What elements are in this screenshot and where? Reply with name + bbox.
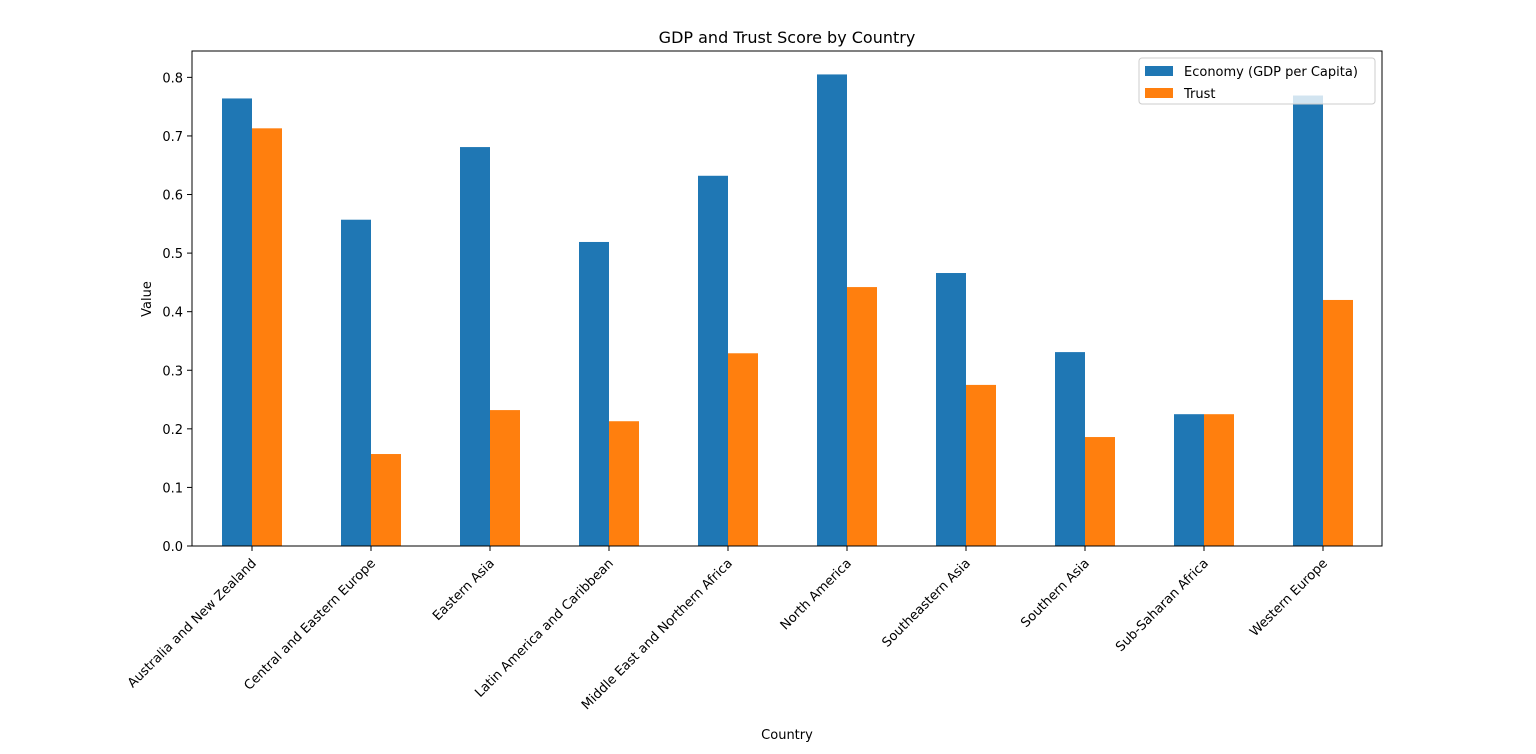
bar-economy-0	[222, 98, 252, 546]
y-tick-label: 0.1	[162, 481, 183, 496]
bar-economy-3	[579, 241, 609, 547]
y-axis: 0.0 0.1 0.2 0.3 0.4 0.5 0.6 0.7 0.8	[162, 71, 192, 555]
bar-economy-4	[698, 175, 728, 546]
legend-box	[1138, 57, 1376, 105]
y-tick-label: 0.3	[162, 364, 183, 379]
bar-economy-7	[1055, 352, 1085, 546]
y-tick-label: 0.2	[162, 423, 183, 438]
bar-trust-7	[1085, 437, 1115, 546]
y-tick-label: 0.5	[162, 247, 183, 262]
bar-economy-6	[936, 273, 966, 546]
legend-label: Economy (GDP per Capita)	[1184, 65, 1358, 80]
x-axis-title: Country	[761, 728, 813, 743]
bar-trust-5	[847, 287, 877, 546]
y-tick-label: 0.6	[162, 189, 183, 204]
legend-swatch	[1145, 88, 1173, 98]
bar-trust-2	[490, 410, 520, 546]
y-axis-title: Value	[140, 281, 155, 317]
bars-group	[222, 74, 1353, 547]
legend-label: Trust	[1183, 87, 1215, 102]
legend-swatch	[1145, 66, 1173, 76]
y-tick-label: 0.0	[162, 540, 183, 555]
bar-economy-2	[460, 147, 490, 547]
y-tick-label: 0.4	[162, 306, 183, 321]
bar-trust-0	[252, 128, 282, 546]
bar-economy-9	[1293, 95, 1323, 546]
bar-trust-8	[1204, 414, 1234, 546]
y-tick-label: 0.8	[162, 71, 183, 86]
chart-title: GDP and Trust Score by Country	[659, 28, 916, 47]
bar-economy-1	[341, 219, 371, 546]
bar-trust-4	[728, 353, 758, 546]
bar-economy-5	[817, 74, 847, 547]
bar-economy-8	[1174, 414, 1204, 546]
plot-frame	[191, 50, 1383, 547]
y-tick-label: 0.7	[162, 130, 183, 145]
bar-trust-3	[609, 421, 639, 546]
bar-trust-1	[371, 454, 401, 546]
bar-trust-9	[1323, 299, 1353, 546]
bar-trust-6	[966, 384, 996, 546]
legend: Economy (GDP per Capita) Trust	[1138, 57, 1376, 105]
